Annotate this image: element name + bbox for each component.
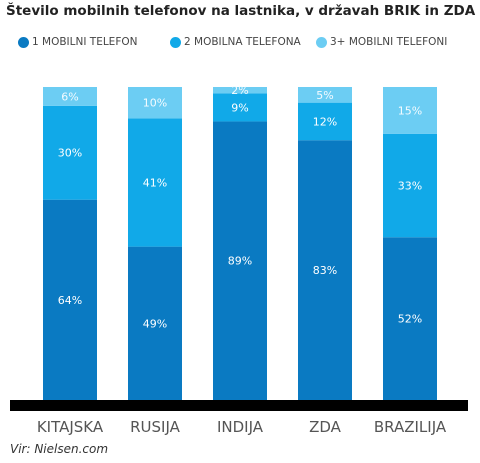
legend-swatch-3plus-phones <box>316 36 327 48</box>
source-note: Vir: Nielsen.com <box>10 442 109 456</box>
bar-segment-kitajska-2-phones <box>43 105 97 200</box>
data-label-rusija-1-phone: 49% <box>143 317 167 330</box>
legend-item-2-phones: 2 MOBILNA TELEFONA <box>170 36 301 48</box>
data-label-zda-1-phone: 83% <box>313 264 337 277</box>
bar-segment-zda-3plus-phones <box>298 87 352 103</box>
bar-segment-rusija-2-phones <box>128 118 182 247</box>
data-label-rusija-2-phones: 41% <box>143 176 167 189</box>
x-tick-label-kitajska: KITAJSKA <box>37 418 104 436</box>
data-label-indija-1-phone: 89% <box>228 255 252 268</box>
data-label-kitajska-3plus-phones: 6% <box>61 90 78 103</box>
x-tick-label-indija: INDIJA <box>217 418 264 436</box>
bar-segment-rusija-1-phone <box>128 246 182 400</box>
data-label-brazilija-1-phone: 52% <box>398 313 422 326</box>
bar-segment-indija-1-phone <box>213 121 267 401</box>
bar-segment-rusija-3plus-phones <box>128 87 182 119</box>
bar-segment-zda-2-phones <box>298 102 352 141</box>
legend-label-3plus-phones: 3+ MOBILNI TELEFONI <box>330 36 448 48</box>
bar-segment-kitajska-3plus-phones <box>43 87 97 106</box>
legend-swatch-1-phone <box>18 36 29 48</box>
chart-title: Število mobilnih telefonov na lastnika, … <box>6 3 476 19</box>
bar-segment-indija-2-phones <box>213 93 267 122</box>
data-label-zda-2-phones: 12% <box>313 115 337 128</box>
data-label-brazilija-2-phones: 33% <box>398 180 422 193</box>
bar-segment-brazilija-2-phones <box>383 133 437 238</box>
legend-item-3plus-phones: 3+ MOBILNI TELEFONI <box>316 36 447 48</box>
legend: 1 MOBILNI TELEFON 2 MOBILNA TELEFONA 3+ … <box>18 36 478 54</box>
data-label-kitajska-1-phone: 64% <box>58 294 82 307</box>
x-axis-baseline <box>10 400 468 411</box>
bar-segment-brazilija-3plus-phones <box>383 87 437 134</box>
data-label-rusija-3plus-phones: 10% <box>143 97 167 110</box>
data-label-indija-2-phones: 9% <box>231 101 248 114</box>
x-tick-label-zda: ZDA <box>309 418 342 436</box>
bar-segment-brazilija-1-phone <box>383 237 437 400</box>
x-tick-label-brazilija: BRAZILIJA <box>374 418 447 436</box>
bar-segment-indija-3plus-phones <box>213 87 267 94</box>
data-label-kitajska-2-phones: 30% <box>58 147 82 160</box>
legend-label-1-phone: 1 MOBILNI TELEFON <box>32 36 138 48</box>
data-label-brazilija-3plus-phones: 15% <box>398 104 422 117</box>
data-label-zda-3plus-phones: 5% <box>316 89 333 102</box>
x-tick-label-rusija: RUSIJA <box>130 418 181 436</box>
legend-label-2-phones: 2 MOBILNA TELEFONA <box>184 36 301 48</box>
legend-swatch-2-phones <box>170 36 181 48</box>
bar-segment-kitajska-1-phone <box>43 199 97 400</box>
legend-item-1-phone: 1 MOBILNI TELEFON <box>18 36 137 48</box>
bar-segment-zda-1-phone <box>298 140 352 400</box>
data-label-indija-3plus-phones: 2% <box>231 84 248 97</box>
